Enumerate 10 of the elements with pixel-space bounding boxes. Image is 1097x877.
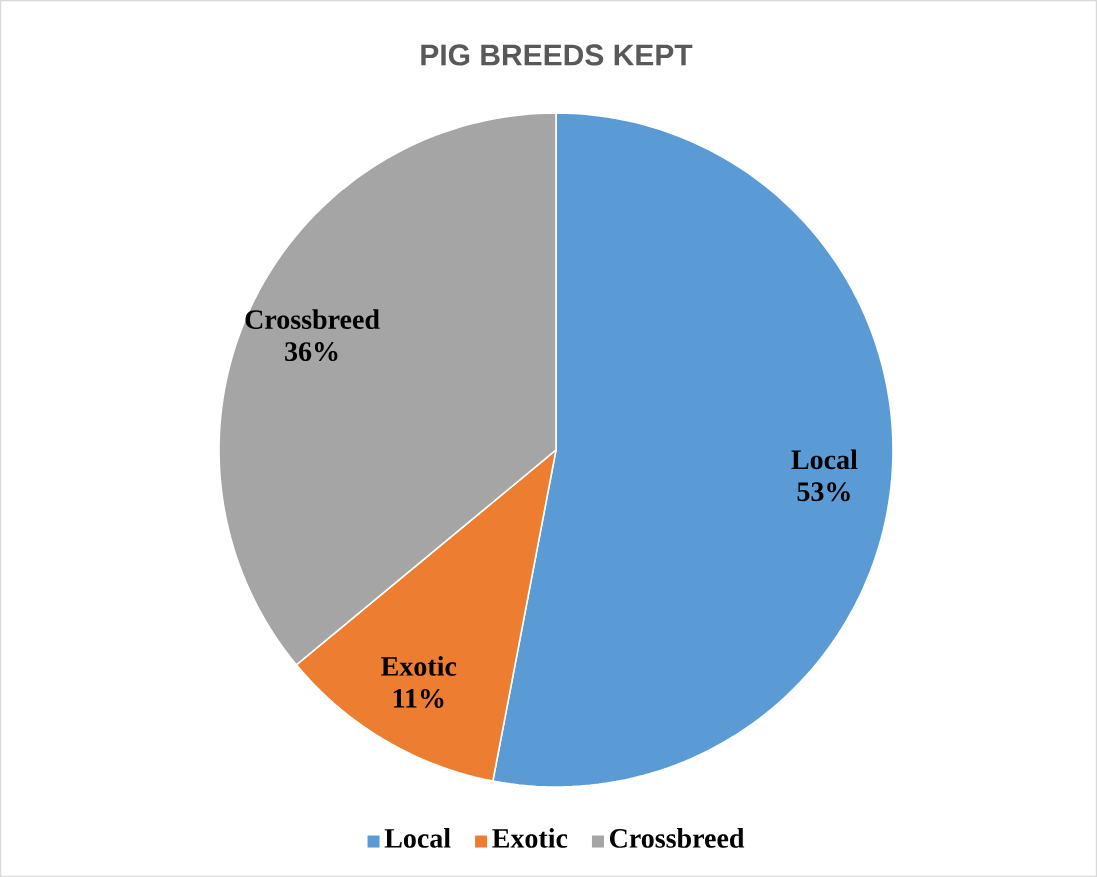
slice-label: Exotic [381, 656, 457, 676]
chart-title: PIG BREEDS KEPT [421, 44, 693, 66]
data-label: 11% [393, 688, 444, 708]
legend-label: Local [384, 828, 451, 848]
slice-label: Local [791, 449, 858, 470]
data-label: 53% [797, 482, 850, 502]
slice-label: Crossbreed [245, 309, 380, 330]
legend-label: Exotic [492, 828, 568, 848]
legend-label: Crossbreed [610, 828, 745, 848]
data-label: 36% [285, 342, 338, 362]
